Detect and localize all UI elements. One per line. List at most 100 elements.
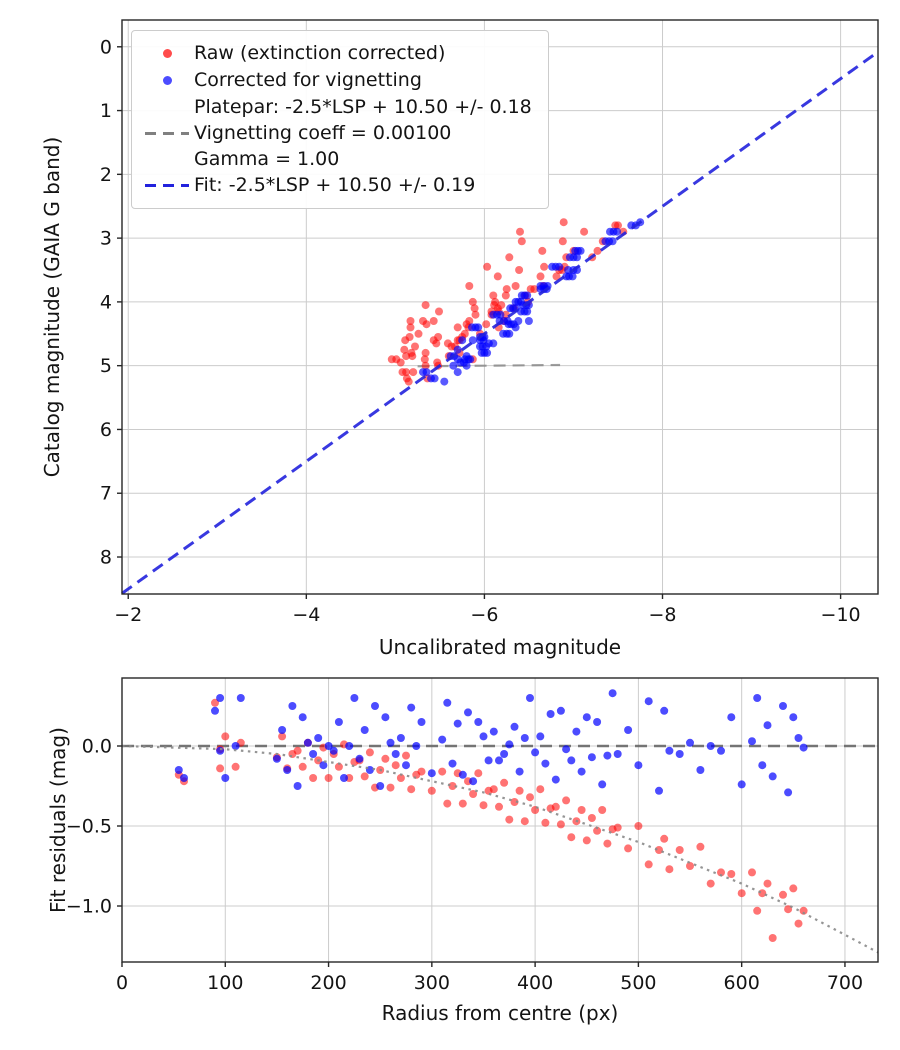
data-point-raw_residuals: [613, 823, 622, 832]
data-point-raw: [420, 355, 429, 364]
data-point-vignetting_corrected: [511, 323, 520, 332]
data-point-corrected_residuals: [799, 743, 808, 752]
data-point-raw_residuals: [448, 782, 457, 790]
data-point-raw_residuals: [598, 806, 607, 814]
data-point-vignetting_corrected: [523, 291, 532, 300]
legend-handle: [140, 76, 194, 85]
x-tick-label: −8: [649, 604, 677, 626]
data-point-vignetting_corrected: [555, 262, 564, 271]
data-point-raw: [406, 323, 415, 332]
top-yaxis-label: Catalog magnitude (GAIA G band): [40, 136, 64, 478]
data-point-raw_residuals: [748, 868, 756, 877]
data-point-raw: [593, 246, 602, 255]
data-point-raw: [414, 329, 423, 338]
data-point-corrected_residuals: [303, 738, 312, 747]
data-point-corrected_residuals: [360, 726, 369, 734]
data-point-corrected_residuals: [278, 726, 287, 734]
legend-entry-raw: Raw (extinction corrected): [140, 40, 532, 67]
top-xaxis-label: Uncalibrated magnitude: [378, 635, 622, 659]
legend-handle: [140, 131, 194, 135]
data-point-corrected_residuals: [500, 750, 509, 758]
data-point-corrected_residuals: [443, 698, 452, 707]
blue-dot-marker-icon: [162, 76, 172, 85]
data-point-raw: [429, 336, 438, 345]
data-point-vignetting_corrected: [499, 329, 508, 338]
data-point-corrected_residuals: [211, 706, 219, 715]
data-point-raw_residuals: [381, 754, 390, 763]
data-point-raw_residuals: [360, 772, 369, 781]
data-point-raw: [470, 304, 479, 313]
data-point-raw_residuals: [696, 842, 705, 851]
x-tick-label: 500: [620, 972, 656, 994]
data-point-corrected_residuals: [216, 694, 225, 702]
data-point-corrected_residuals: [298, 713, 307, 722]
data-point-corrected_residuals: [417, 718, 426, 726]
data-point-corrected_residuals: [717, 746, 725, 755]
y-tick-label: 0.0: [82, 736, 112, 758]
data-point-raw: [471, 310, 480, 319]
data-point-corrected_residuals: [598, 780, 607, 789]
data-point-corrected_residuals: [577, 767, 586, 776]
data-point-raw_residuals: [526, 793, 534, 802]
data-point-raw_residuals: [211, 698, 219, 707]
data-point-corrected_residuals: [737, 780, 746, 789]
data-point-corrected_residuals: [665, 746, 674, 755]
data-point-raw: [526, 285, 535, 294]
data-point-vignetting_corrected: [474, 323, 483, 332]
data-point-vignetting_corrected: [462, 352, 471, 361]
data-point-raw_residuals: [443, 799, 452, 808]
series-corrected_residuals: [174, 689, 808, 797]
data-point-raw_residuals: [298, 762, 307, 771]
x-tick-label: 0: [116, 972, 128, 994]
data-point-raw_residuals: [556, 820, 565, 829]
data-point-raw: [400, 345, 409, 354]
data-point-vignetting_corrected: [453, 345, 462, 354]
x-tick-label: 400: [517, 972, 553, 994]
data-point-raw: [501, 291, 510, 300]
data-point-raw: [407, 348, 416, 357]
data-point-vignetting_corrected: [468, 323, 476, 332]
legend-label-platepar: Platepar: -2.5*LSP + 10.50 +/- 0.18 Vign…: [194, 94, 532, 172]
y-tick-label: 6: [100, 419, 112, 441]
data-point-corrected_residuals: [309, 750, 318, 758]
data-point-raw_residuals: [402, 751, 410, 760]
x-tick-label: 300: [414, 972, 450, 994]
data-point-raw_residuals: [753, 906, 762, 915]
data-point-raw_residuals: [660, 834, 669, 843]
data-point-vignetting_corrected: [511, 297, 520, 306]
y-tick-label: 5: [100, 355, 112, 377]
data-point-corrected_residuals: [784, 788, 793, 797]
blue-dashed-line-icon: [145, 184, 189, 187]
data-point-raw: [421, 301, 430, 310]
data-point-raw: [460, 329, 469, 338]
x-tick-label: 600: [724, 972, 760, 994]
data-point-corrected_residuals: [758, 761, 767, 770]
data-point-raw: [540, 262, 549, 271]
bottom-yaxis-label: Fit residuals (mag): [46, 727, 70, 913]
data-point-raw: [502, 285, 511, 294]
data-point-corrected_residuals: [355, 754, 364, 763]
data-point-raw_residuals: [231, 762, 240, 771]
data-point-corrected_residuals: [763, 721, 772, 730]
data-point-raw_residuals: [644, 860, 653, 869]
data-point-vignetting_corrected: [449, 361, 458, 370]
data-point-corrected_residuals: [386, 738, 395, 747]
data-point-raw: [447, 342, 456, 351]
data-point-corrected_residuals: [231, 742, 240, 750]
legend-entry-corrected: Corrected for vignetting: [140, 67, 532, 94]
data-point-raw_residuals: [794, 919, 803, 928]
data-point-corrected_residuals: [464, 708, 472, 717]
bottom-xaxis-label: Radius from centre (px): [381, 1001, 619, 1025]
data-point-raw_residuals: [334, 762, 343, 771]
data-point-vignetting_corrected: [523, 307, 532, 316]
bottom-plot: 0 100 200 300 400 500 600 700 0.0 −0.5 −1.0: [66, 677, 879, 994]
data-point-corrected_residuals: [427, 769, 436, 778]
data-point-raw: [406, 317, 415, 325]
data-point-vignetting_corrected: [606, 227, 614, 236]
data-point-raw_residuals: [469, 790, 478, 798]
data-point-corrected_residuals: [603, 751, 612, 760]
data-point-corrected_residuals: [272, 754, 281, 763]
data-point-raw: [536, 272, 545, 281]
data-point-corrected_residuals: [469, 777, 478, 786]
